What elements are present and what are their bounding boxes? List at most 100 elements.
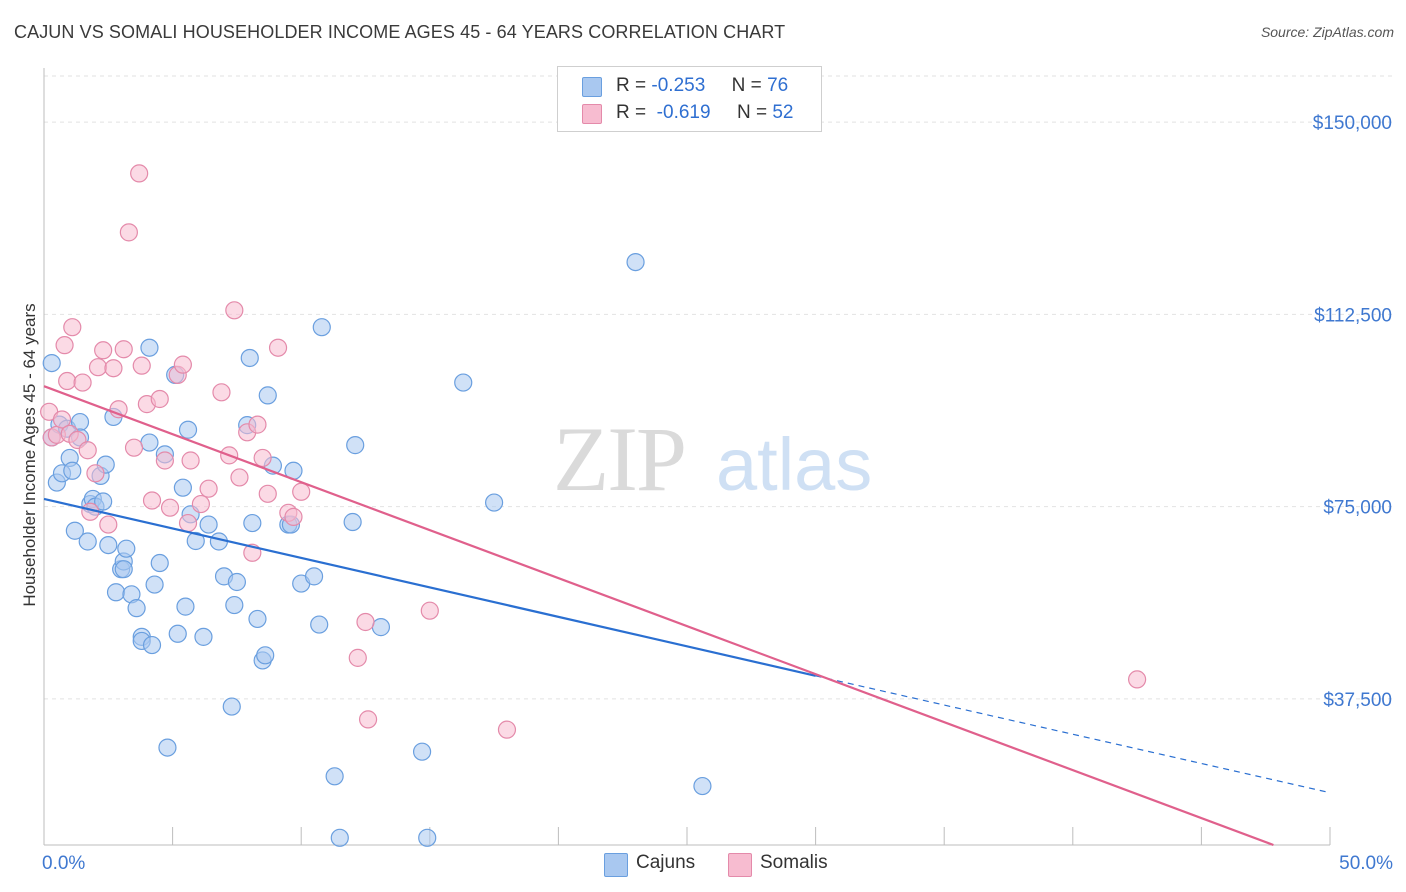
x-tick-label-min: 0.0%	[42, 853, 85, 874]
cajuns-point	[140, 433, 159, 452]
cajuns-point	[343, 512, 362, 532]
cajuns-point	[114, 560, 133, 579]
cajuns-swatch	[582, 77, 602, 97]
cajuns-point	[227, 572, 246, 592]
somalis-point	[124, 438, 144, 457]
legend-r-label: R =	[616, 75, 647, 96]
somalis-swatch	[728, 853, 752, 877]
somalis-point	[63, 318, 82, 337]
somalis-point	[356, 612, 375, 632]
cajuns-point	[240, 348, 259, 368]
cajuns-point	[99, 535, 118, 555]
somalis-point	[230, 468, 249, 487]
somalis-point	[55, 336, 74, 355]
somalis-point	[178, 513, 198, 533]
somalis-point	[348, 648, 367, 667]
somalis-point	[99, 515, 118, 534]
cajuns-point	[63, 461, 82, 480]
somalis-point	[212, 383, 231, 402]
cajuns-point	[117, 539, 136, 558]
chart-title: CAJUN VS SOMALI HOUSEHOLDER INCOME AGES …	[14, 22, 786, 42]
cajuns-point	[330, 828, 349, 847]
somalis-point	[114, 340, 133, 359]
somalis-point	[155, 451, 174, 470]
somalis-point	[130, 164, 149, 183]
cajuns-point	[346, 436, 365, 455]
somalis-point	[258, 484, 277, 503]
somalis-point	[199, 479, 218, 498]
legend-r-value: -0.619	[656, 102, 711, 123]
somalis-point	[86, 464, 105, 483]
somalis-points	[40, 164, 1147, 739]
cajuns-point	[168, 624, 187, 643]
somalis-point	[104, 359, 123, 378]
cajuns-point	[412, 742, 432, 761]
somalis-point	[497, 720, 517, 739]
legend-n-value: 52	[772, 102, 794, 123]
cajuns-point	[225, 595, 244, 615]
somalis-point	[358, 710, 378, 729]
somalis-point	[78, 441, 97, 460]
cajuns-trendline	[43, 497, 816, 677]
legend-r-label: R =	[616, 102, 647, 123]
somalis-point	[73, 373, 92, 392]
cajuns-swatch	[604, 853, 628, 877]
gridlines	[44, 75, 1395, 700]
cajuns-point	[176, 597, 195, 616]
somalis-swatch	[582, 104, 602, 124]
cajuns-point	[42, 353, 61, 373]
somalis-point	[225, 301, 244, 320]
somalis-point	[181, 451, 200, 470]
somalis-point	[292, 482, 311, 501]
y-tick-label: $112,500	[1314, 305, 1392, 326]
cajuns-point	[150, 553, 169, 573]
cajuns-point	[142, 635, 162, 655]
y-tick-label: $37,500	[1323, 690, 1392, 711]
cajuns-point	[248, 609, 267, 629]
cajuns-point	[199, 515, 218, 534]
somalis-point	[420, 601, 439, 620]
cajuns-point	[140, 338, 159, 357]
cajuns-point	[454, 373, 473, 392]
somalis-point	[191, 494, 210, 514]
somalis-label: Somalis	[760, 852, 828, 873]
somalis-point	[1127, 670, 1147, 689]
somalis-point	[173, 355, 192, 374]
cajuns-point	[312, 318, 331, 337]
cajuns-point	[222, 697, 241, 716]
cajuns-point	[158, 738, 177, 757]
somalis-point	[132, 356, 151, 375]
cajuns-trendline-extension	[815, 675, 1331, 794]
somalis-trendline	[43, 385, 1274, 847]
cajuns-point	[310, 615, 329, 634]
cajuns-point	[626, 252, 645, 272]
cajuns-point	[178, 420, 198, 439]
cajuns-point	[145, 575, 164, 594]
watermark-zip: ZIP	[553, 408, 685, 510]
y-axis-label: Householder Income Ages 45 - 64 years	[20, 303, 39, 607]
x-tick-label-max: 50.0%	[1339, 853, 1393, 874]
cajuns-point	[106, 583, 126, 602]
y-tick-label: $150,000	[1313, 113, 1392, 134]
legend-r-value: -0.253	[651, 75, 706, 96]
somalis-point	[52, 410, 72, 429]
cajuns-points	[42, 252, 712, 847]
legend-n-label: N =	[731, 75, 762, 96]
somalis-point	[160, 498, 180, 517]
somalis-point	[119, 223, 138, 242]
somalis-point	[268, 338, 288, 357]
cajuns-point	[127, 599, 146, 618]
watermark-atlas: atlas	[716, 423, 872, 506]
cajuns-point	[371, 618, 391, 637]
somalis-point	[253, 448, 272, 468]
somalis-point	[150, 389, 169, 409]
cajuns-point	[194, 627, 213, 646]
legend: R = -0.253 N = 76 R = -0.619 N = 52	[557, 66, 822, 132]
cajuns-point	[304, 567, 324, 586]
cajuns-point	[258, 386, 277, 405]
somalis-point	[94, 341, 113, 360]
legend-n-label: N =	[736, 102, 768, 123]
trendlines	[43, 385, 1331, 847]
cajuns-label: Cajuns	[636, 852, 696, 873]
cajuns-point	[243, 513, 262, 533]
